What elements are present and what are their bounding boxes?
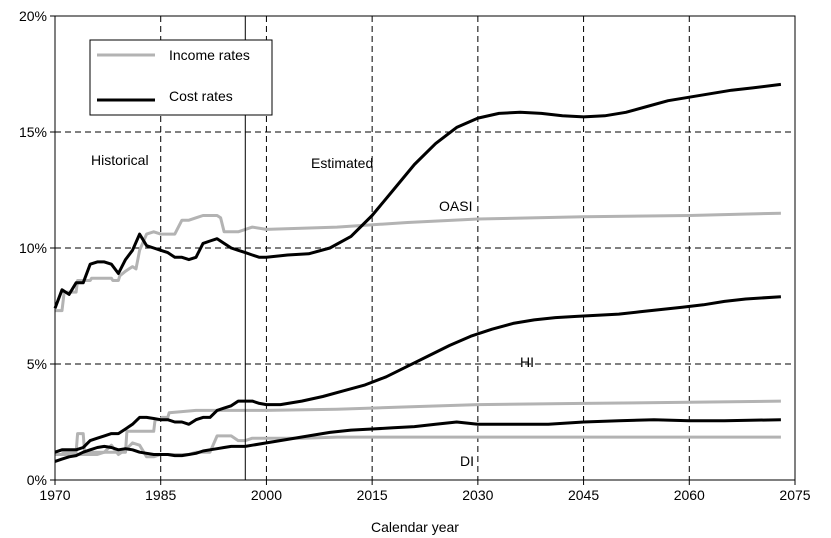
oasi-label: OASI — [439, 198, 472, 214]
series-lines — [53, 82, 782, 463]
x-axis-label: Calendar year — [371, 519, 459, 535]
y-tick-label: 10% — [19, 240, 47, 256]
historical-label: Historical — [91, 152, 149, 168]
legend: Income rates Cost rates — [89, 39, 273, 116]
legend-label-cost: Cost rates — [169, 88, 233, 104]
di-label: DI — [460, 453, 474, 469]
y-tick-label: 20% — [19, 8, 47, 24]
legend-label-income: Income rates — [169, 47, 250, 63]
y-tick-label: 15% — [19, 124, 47, 140]
gridlines — [55, 16, 795, 480]
y-tick-label: 0% — [27, 472, 47, 488]
x-tick-label: 2015 — [357, 487, 388, 503]
x-tick-label: 2060 — [674, 487, 705, 503]
y-axis: 0% 5% 10% 15% 20% — [19, 8, 55, 488]
x-tick-label: 1970 — [39, 487, 70, 503]
x-tick-label: 2045 — [568, 487, 599, 503]
oasi-income-rate-line — [55, 211, 781, 313]
y-tick-label: 5% — [27, 356, 47, 372]
legend-box — [89, 39, 273, 116]
estimated-label: Estimated — [311, 155, 373, 171]
x-tick-label: 2030 — [462, 487, 493, 503]
x-tick-label: 2075 — [779, 487, 810, 503]
di-cost-rate-line — [54, 418, 781, 463]
hi-label: HI — [520, 354, 534, 370]
x-tick-label: 2000 — [251, 487, 282, 503]
hi-cost-rate-line — [54, 295, 781, 454]
oasi-cost-rate-line — [53, 82, 782, 309]
x-tick-label: 1985 — [145, 487, 176, 503]
hi-income-rate-line — [55, 399, 781, 456]
x-axis: 1970 1985 2000 2015 2030 2045 2060 2075 — [39, 480, 811, 503]
